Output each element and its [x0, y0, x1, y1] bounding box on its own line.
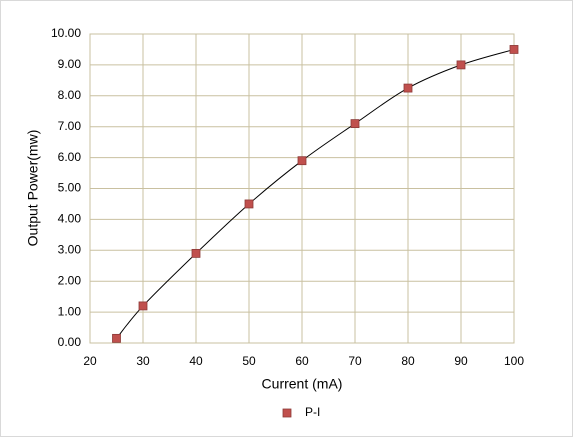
- x-tick-label: 20: [83, 354, 97, 368]
- plot-border: [89, 33, 515, 344]
- y-axis-title: Output Power(mw): [25, 130, 41, 247]
- y-tick-label: 4.00: [58, 212, 82, 226]
- data-point: [138, 301, 148, 311]
- data-point: [297, 156, 307, 166]
- y-tick-label: 0.00: [58, 335, 82, 349]
- x-tick-label: 30: [136, 354, 150, 368]
- x-tick-label: 60: [295, 354, 309, 368]
- y-tick-label: 3.00: [58, 242, 82, 256]
- x-tick-label: 40: [189, 354, 203, 368]
- x-tick-label: 90: [454, 354, 468, 368]
- y-tick-label: 9.00: [58, 57, 82, 71]
- data-point: [509, 45, 519, 54]
- data-point: [403, 83, 413, 93]
- x-tick-label: 50: [242, 354, 256, 368]
- data-point: [350, 119, 360, 129]
- y-tick-label: 8.00: [58, 88, 82, 102]
- legend-marker: [282, 408, 292, 418]
- y-tick-label: 6.00: [58, 150, 82, 164]
- y-tick-label: 10.00: [51, 26, 81, 40]
- y-tick-label: 5.00: [58, 181, 82, 195]
- data-point: [112, 333, 121, 343]
- y-tick-label: 7.00: [58, 119, 82, 133]
- data-point: [191, 248, 201, 258]
- x-tick-label: 80: [401, 354, 415, 368]
- data-point: [244, 199, 254, 209]
- y-tick-label: 2.00: [58, 273, 82, 287]
- data-point: [456, 60, 466, 70]
- x-axis-title: Current (mA): [262, 376, 343, 392]
- x-tick-label: 100: [504, 354, 524, 368]
- y-tick-label: 1.00: [58, 304, 82, 318]
- x-tick-label: 70: [348, 354, 362, 368]
- legend-label: P-I: [305, 405, 320, 419]
